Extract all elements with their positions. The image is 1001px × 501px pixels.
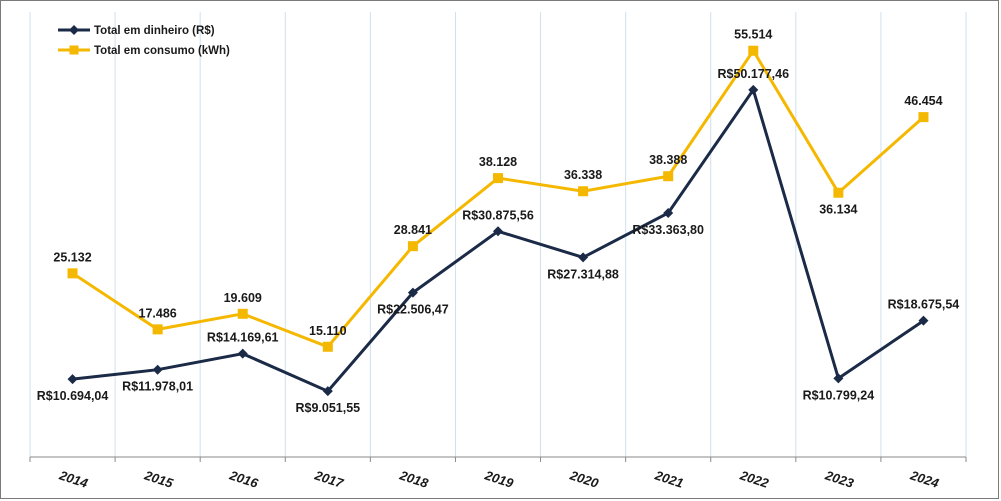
- x-tick-label: 2022: [737, 467, 771, 491]
- data-label: 36.338: [564, 168, 602, 182]
- data-point-diamond: [663, 208, 674, 219]
- data-point-square: [918, 112, 929, 123]
- data-point-square: [322, 341, 333, 352]
- x-tick-label: 2014: [57, 467, 91, 491]
- data-label: R$18.675,54: [888, 298, 960, 312]
- x-tick-label: 2023: [822, 467, 856, 491]
- data-point-diamond: [833, 373, 844, 384]
- data-point-square: [407, 241, 418, 252]
- data-point-square: [663, 171, 674, 182]
- x-axis: 2014 2015 2016 2017 2018 2019 2020 2021 2022 2023…: [29, 456, 967, 491]
- x-tick-label: 2020: [567, 467, 601, 491]
- data-label: 25.132: [53, 250, 91, 264]
- data-label: 19.609: [224, 291, 262, 305]
- data-label: R$14.169,61: [207, 331, 279, 345]
- data-label: R$11.978,01: [122, 380, 193, 394]
- legend: Total em dinheiro (R$) Total em consumo (…: [58, 25, 230, 57]
- data-label: R$50.177,46: [717, 67, 789, 81]
- data-point-diamond: [578, 252, 589, 263]
- data-label: R$27.314,88: [547, 267, 619, 281]
- legend-label: Total em consumo (kWh): [94, 45, 230, 57]
- x-tick-label: 2016: [227, 467, 261, 491]
- data-label: R$22.506,47: [377, 303, 449, 317]
- data-point-square: [237, 308, 248, 319]
- legend-marker-diamond: [69, 25, 79, 35]
- x-tick-label: 2018: [397, 467, 431, 491]
- legend-label: Total em dinheiro (R$): [94, 25, 215, 37]
- data-label: 55.514: [734, 28, 772, 42]
- data-point-diamond: [493, 226, 503, 237]
- data-point-diamond: [67, 374, 78, 385]
- x-tick-label: 2021: [652, 467, 685, 491]
- x-tick-label: 2019: [482, 467, 516, 491]
- data-point-diamond: [407, 287, 418, 298]
- data-point-diamond: [237, 348, 248, 359]
- data-label: 17.486: [139, 306, 177, 320]
- data-point-diamond: [918, 315, 929, 326]
- data-point-square: [578, 186, 589, 197]
- data-label: R$30.875,56: [462, 208, 534, 222]
- x-tick-label: 2015: [142, 467, 176, 491]
- data-label: R$9.051,55: [295, 401, 360, 415]
- data-point-diamond: [748, 84, 759, 95]
- data-label: R$10.694,04: [37, 389, 109, 403]
- data-label: 38.388: [649, 153, 687, 167]
- data-point-square: [152, 324, 163, 335]
- x-tick-label: 2024: [908, 467, 942, 491]
- data-label: 15.110: [309, 324, 347, 338]
- data-point-square: [748, 45, 759, 56]
- data-labels: R$10.694,04 R$11.978,01 R$14.169,61 R$9.051…: [37, 28, 960, 415]
- data-label: 28.841: [394, 223, 432, 237]
- legend-marker-square: [69, 45, 79, 55]
- data-label: R$33.363,80: [632, 223, 704, 237]
- data-point-diamond: [322, 386, 333, 397]
- data-label: 38.128: [479, 155, 517, 169]
- data-point-square: [833, 187, 844, 198]
- data-point-square: [67, 268, 78, 279]
- data-label: R$10.799,24: [803, 388, 875, 402]
- x-tick-label: 2017: [312, 467, 346, 491]
- series-lines: [67, 45, 929, 397]
- data-point-diamond: [152, 364, 163, 375]
- data-label: 36.134: [819, 203, 857, 217]
- data-point-square: [493, 173, 503, 184]
- data-label: 46.454: [904, 94, 942, 108]
